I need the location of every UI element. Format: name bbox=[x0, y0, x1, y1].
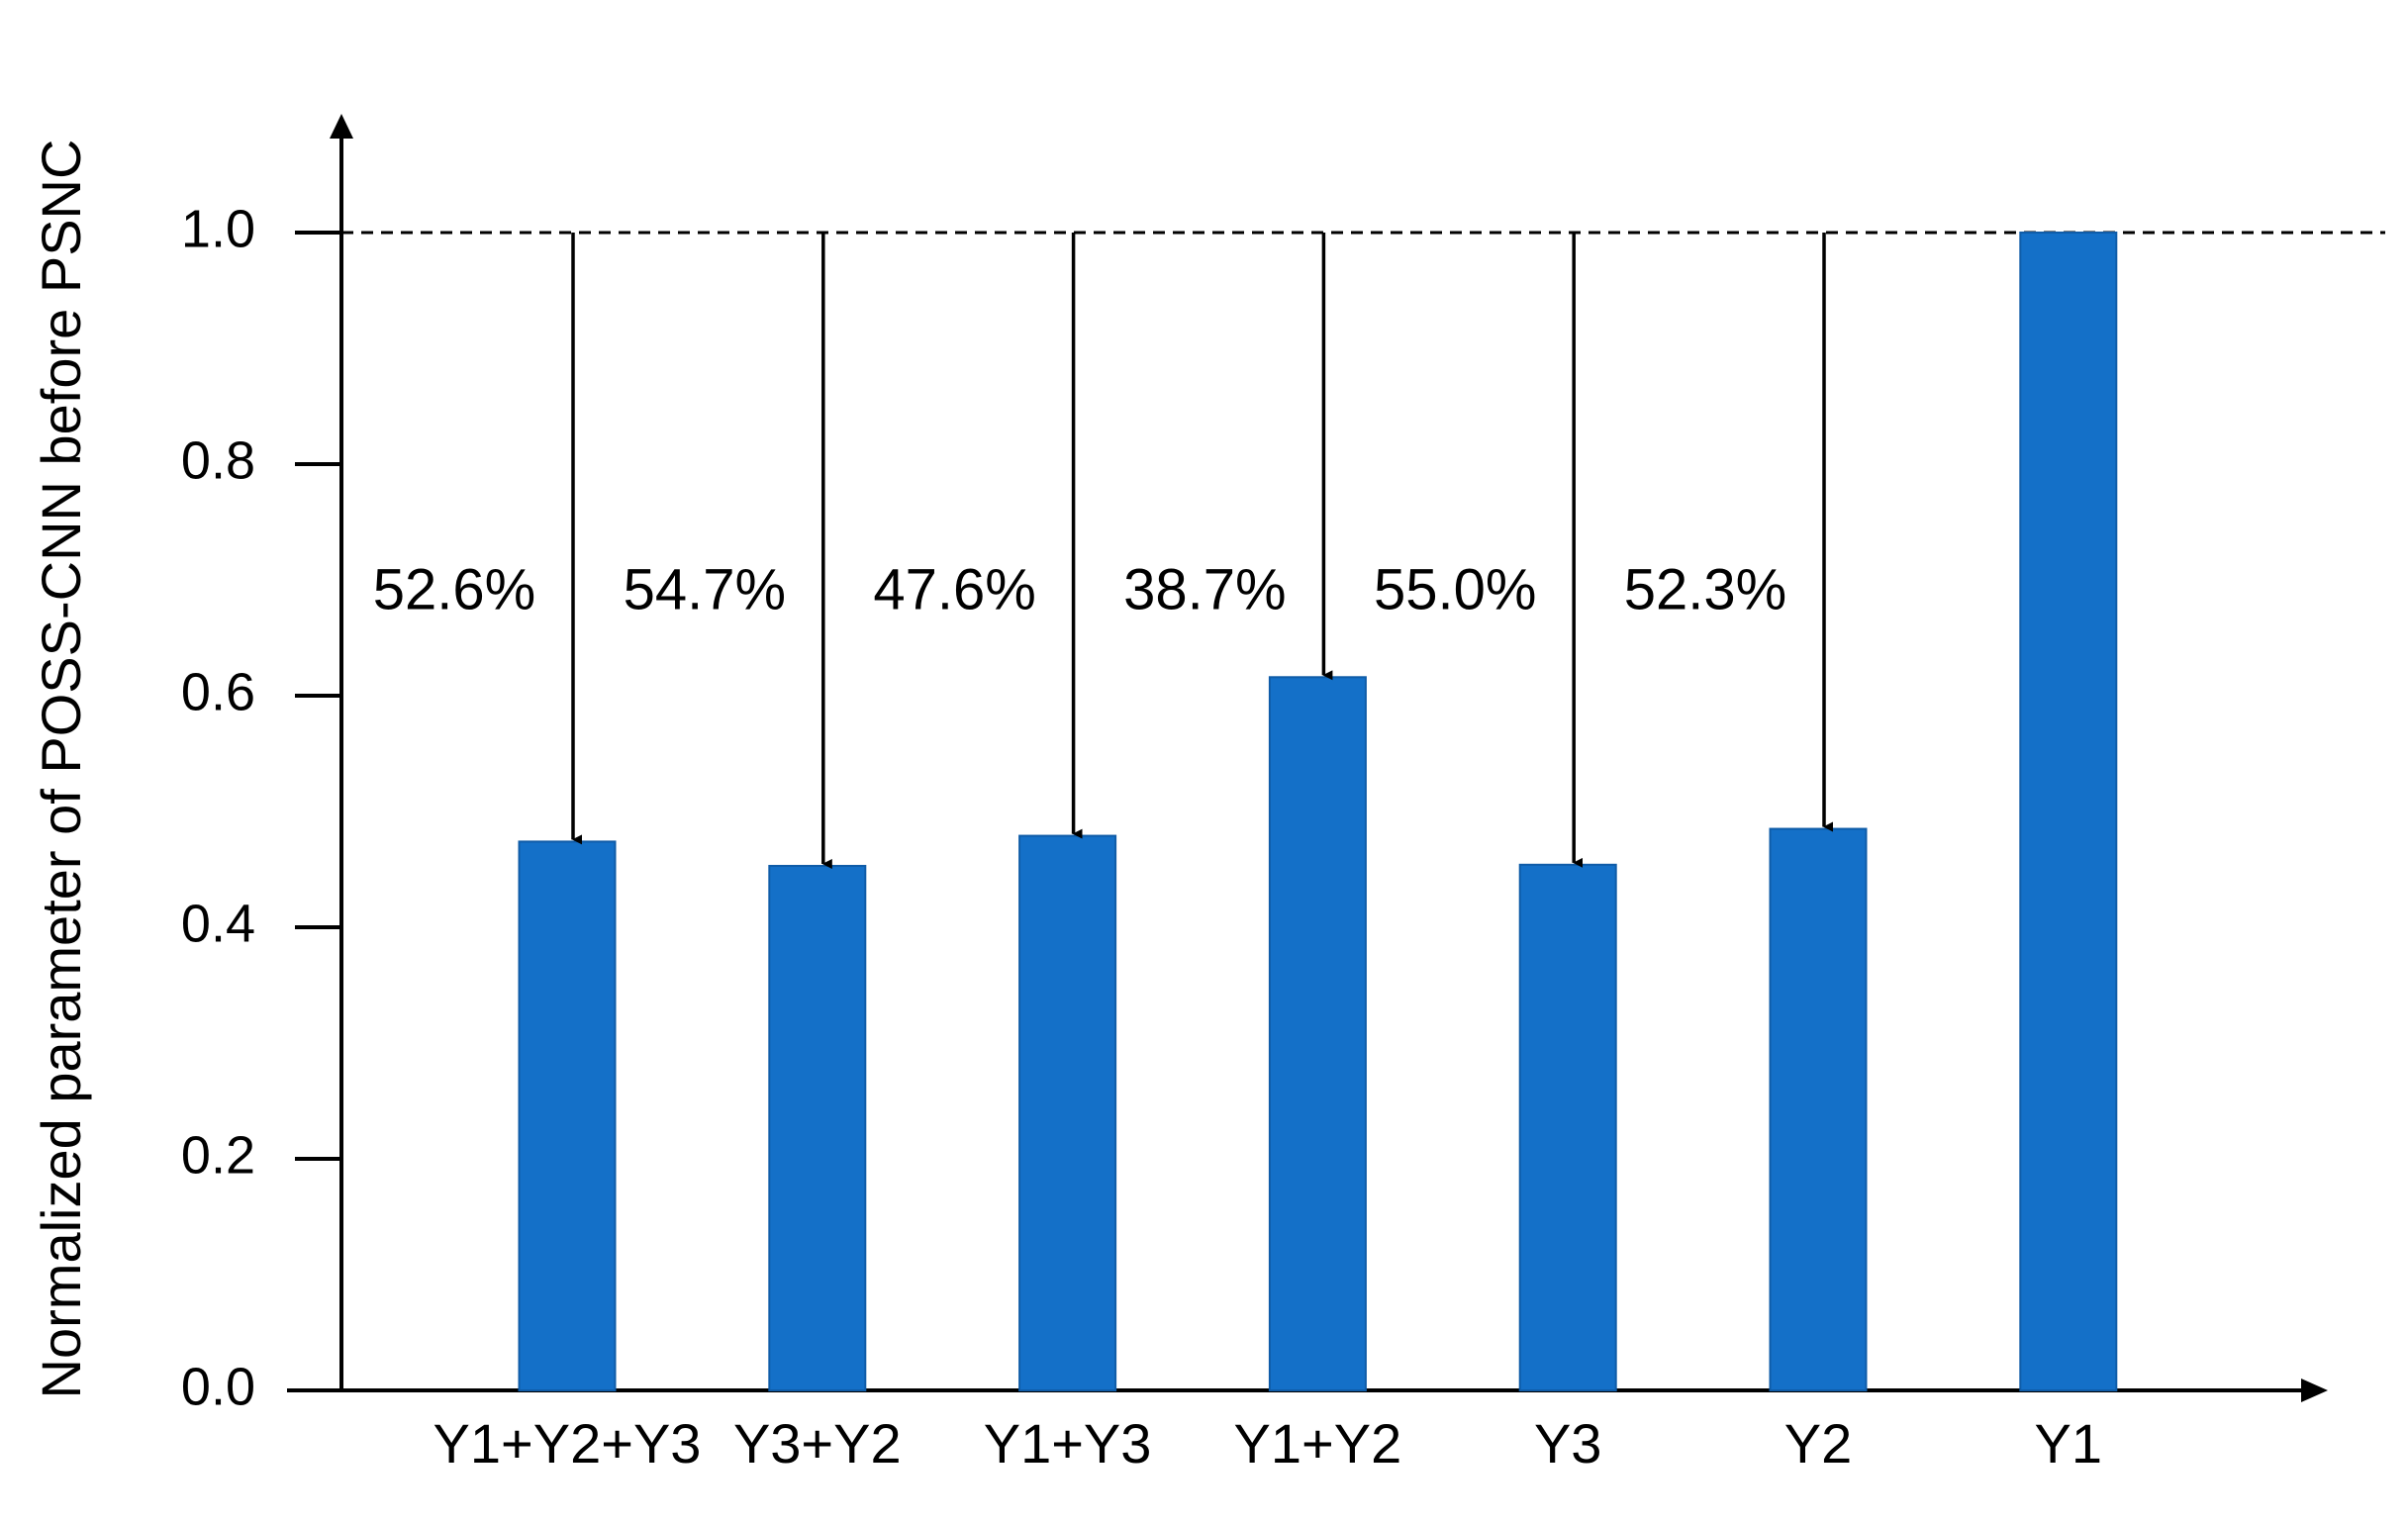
x-tick-label: Y2 bbox=[1784, 1412, 1853, 1475]
reduction-label: 55.0% bbox=[1374, 557, 1536, 621]
y-tick-label: 0.8 bbox=[181, 430, 255, 490]
x-tick-label: Y1+Y3 bbox=[984, 1412, 1152, 1475]
x-tick-label: Y3 bbox=[1534, 1412, 1602, 1475]
bar bbox=[1769, 827, 1868, 1391]
bar bbox=[1518, 863, 1617, 1391]
y-axis-label: Normalized parameter of POSS-CNN before … bbox=[30, 140, 92, 1399]
reduction-label: 52.6% bbox=[373, 557, 535, 621]
x-tick-label: Y1+Y2 bbox=[1234, 1412, 1402, 1475]
bar bbox=[1018, 834, 1117, 1391]
y-axis-arrow bbox=[330, 114, 353, 139]
x-axis-arrow bbox=[2301, 1379, 2328, 1402]
y-tick-label: 0.4 bbox=[181, 894, 255, 953]
bar bbox=[768, 864, 867, 1391]
x-tick-label: Y1+Y2+Y3 bbox=[433, 1412, 702, 1475]
reduction-label: 52.3% bbox=[1624, 557, 1786, 621]
reduction-label: 47.6% bbox=[873, 557, 1035, 621]
bar bbox=[1268, 676, 1367, 1391]
x-tick-label: Y1 bbox=[2035, 1412, 2103, 1475]
y-tick-label: 0.2 bbox=[181, 1125, 255, 1185]
y-tick-label: 0.0 bbox=[181, 1357, 255, 1416]
bar bbox=[518, 840, 617, 1391]
y-tick-label: 0.6 bbox=[181, 662, 255, 721]
reduction-label: 38.7% bbox=[1123, 557, 1286, 621]
bar bbox=[2019, 232, 2118, 1391]
y-tick-label: 1.0 bbox=[181, 199, 255, 258]
x-tick-label: Y3+Y2 bbox=[733, 1412, 902, 1475]
reduction-label: 54.7% bbox=[624, 557, 786, 621]
